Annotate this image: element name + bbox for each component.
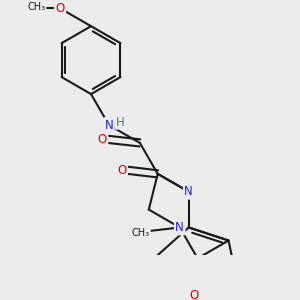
Text: CH₃: CH₃ [27, 2, 45, 11]
Text: O: O [56, 2, 65, 15]
Text: N: N [104, 118, 113, 131]
Text: CH₃: CH₃ [131, 228, 149, 238]
Text: O: O [189, 289, 199, 300]
Text: O: O [98, 133, 107, 146]
Text: N: N [176, 221, 184, 234]
Text: O: O [117, 164, 127, 177]
Text: N: N [184, 185, 193, 198]
Text: H: H [116, 116, 125, 129]
